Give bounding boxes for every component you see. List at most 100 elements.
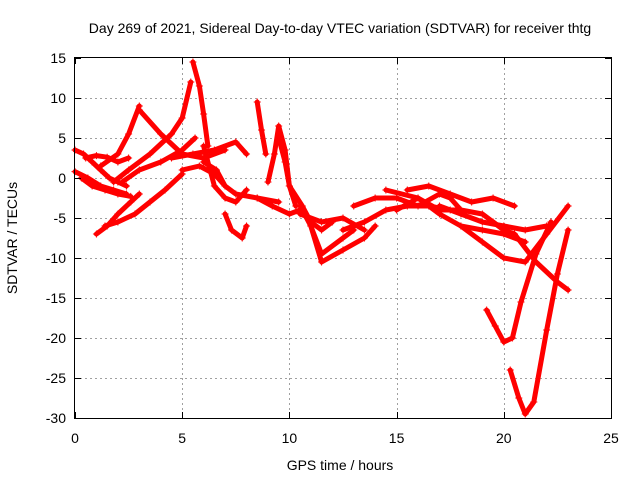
data-series-arc-15 bbox=[200, 142, 251, 206]
data-point-marker bbox=[371, 222, 379, 230]
data-point-marker bbox=[468, 198, 476, 206]
data-point-marker bbox=[517, 298, 525, 306]
data-point-marker bbox=[167, 154, 175, 162]
data-point-marker bbox=[296, 210, 304, 218]
data-point-marker bbox=[318, 258, 326, 266]
data-point-marker bbox=[118, 178, 126, 186]
data-point-marker bbox=[213, 166, 221, 174]
x-tick-label: 25 bbox=[603, 430, 619, 446]
data-point-marker bbox=[478, 210, 486, 218]
data-point-marker bbox=[457, 222, 465, 230]
data-point-marker bbox=[161, 186, 169, 194]
data-point-marker bbox=[125, 154, 133, 162]
data-series-arc-19 bbox=[275, 134, 300, 210]
data-point-marker bbox=[157, 158, 165, 166]
data-point-marker bbox=[157, 130, 165, 138]
data-point-marker bbox=[178, 114, 186, 122]
data-point-marker bbox=[270, 150, 278, 158]
data-series-arc-16 bbox=[221, 210, 251, 242]
data-point-marker bbox=[228, 226, 236, 234]
data-series-arc-12 bbox=[167, 138, 251, 162]
data-point-marker bbox=[101, 222, 109, 230]
data-point-marker bbox=[167, 130, 175, 138]
data-series-arc-8 bbox=[110, 78, 195, 186]
data-series-arc-6 bbox=[101, 170, 186, 230]
y-tick-label: 5 bbox=[58, 130, 66, 146]
data-point-marker bbox=[307, 222, 315, 230]
series-line bbox=[98, 103, 142, 169]
data-point-marker bbox=[258, 126, 266, 134]
x-axis-label: GPS time / hours bbox=[287, 457, 394, 473]
data-point-marker bbox=[275, 122, 283, 130]
x-tick-label: 10 bbox=[282, 430, 298, 446]
data-series-group bbox=[71, 58, 572, 418]
data-point-marker bbox=[491, 322, 499, 330]
data-point-marker bbox=[547, 218, 555, 226]
data-point-marker bbox=[281, 158, 289, 166]
data-point-marker bbox=[82, 154, 90, 162]
series-line bbox=[111, 79, 194, 185]
data-point-marker bbox=[564, 202, 572, 210]
y-tick-label: -10 bbox=[46, 250, 66, 266]
series-line bbox=[507, 227, 571, 417]
series-line bbox=[490, 219, 571, 293]
data-point-marker bbox=[478, 238, 486, 246]
data-point-marker bbox=[296, 202, 304, 210]
data-series-arc-5 bbox=[92, 190, 143, 238]
data-point-marker bbox=[446, 190, 454, 198]
data-point-marker bbox=[564, 226, 572, 234]
axes-group: 0 5 10 15 20 25 -30 -25 -20 -15 -10 -5 0 5 10 15 bbox=[46, 50, 619, 446]
y-tick-label: -30 bbox=[46, 410, 66, 426]
data-point-marker bbox=[191, 134, 199, 142]
data-point-marker bbox=[195, 162, 203, 170]
data-point-marker bbox=[122, 182, 130, 190]
data-point-marker bbox=[275, 198, 283, 206]
data-point-marker bbox=[483, 306, 491, 314]
series-line bbox=[404, 183, 517, 209]
data-point-marker bbox=[521, 258, 529, 266]
data-point-marker bbox=[125, 130, 133, 138]
data-series-arc-34 bbox=[506, 226, 572, 418]
data-point-marker bbox=[92, 152, 100, 160]
data-series-arc-23 bbox=[307, 222, 379, 266]
data-point-marker bbox=[221, 194, 229, 202]
data-point-marker bbox=[318, 218, 326, 226]
data-series-arc-10 bbox=[189, 58, 212, 150]
data-point-marker bbox=[101, 186, 109, 194]
data-point-marker bbox=[243, 222, 251, 230]
data-point-marker bbox=[114, 190, 122, 198]
data-point-marker bbox=[489, 218, 497, 226]
data-point-marker bbox=[80, 150, 88, 158]
data-point-marker bbox=[114, 150, 122, 158]
data-point-marker bbox=[195, 82, 203, 90]
data-point-marker bbox=[457, 210, 465, 218]
data-point-marker bbox=[262, 150, 270, 158]
y-tick-label: -5 bbox=[54, 210, 67, 226]
data-series-arc-17 bbox=[253, 98, 270, 158]
data-point-marker bbox=[506, 366, 514, 374]
series-line bbox=[190, 59, 211, 149]
data-point-marker bbox=[110, 178, 118, 186]
data-point-marker bbox=[200, 110, 208, 118]
data-point-marker bbox=[114, 210, 122, 218]
data-point-marker bbox=[221, 210, 229, 218]
data-point-marker bbox=[553, 270, 561, 278]
data-point-marker bbox=[127, 198, 135, 206]
data-series-arc-20 bbox=[253, 194, 304, 218]
data-point-marker bbox=[210, 146, 218, 154]
data-point-marker bbox=[393, 206, 401, 214]
data-point-marker bbox=[521, 410, 529, 418]
y-tick-label: -20 bbox=[46, 330, 66, 346]
data-point-marker bbox=[285, 182, 293, 190]
y-tick-label: 0 bbox=[58, 170, 66, 186]
data-series-arc-33 bbox=[483, 218, 555, 346]
data-point-marker bbox=[253, 98, 261, 106]
data-point-marker bbox=[339, 214, 347, 222]
data-point-marker bbox=[232, 190, 240, 198]
data-point-marker bbox=[511, 202, 519, 210]
data-point-marker bbox=[360, 226, 368, 234]
data-point-marker bbox=[178, 166, 186, 174]
x-tick-label: 15 bbox=[389, 430, 405, 446]
data-point-marker bbox=[515, 394, 523, 402]
data-point-marker bbox=[532, 250, 540, 258]
